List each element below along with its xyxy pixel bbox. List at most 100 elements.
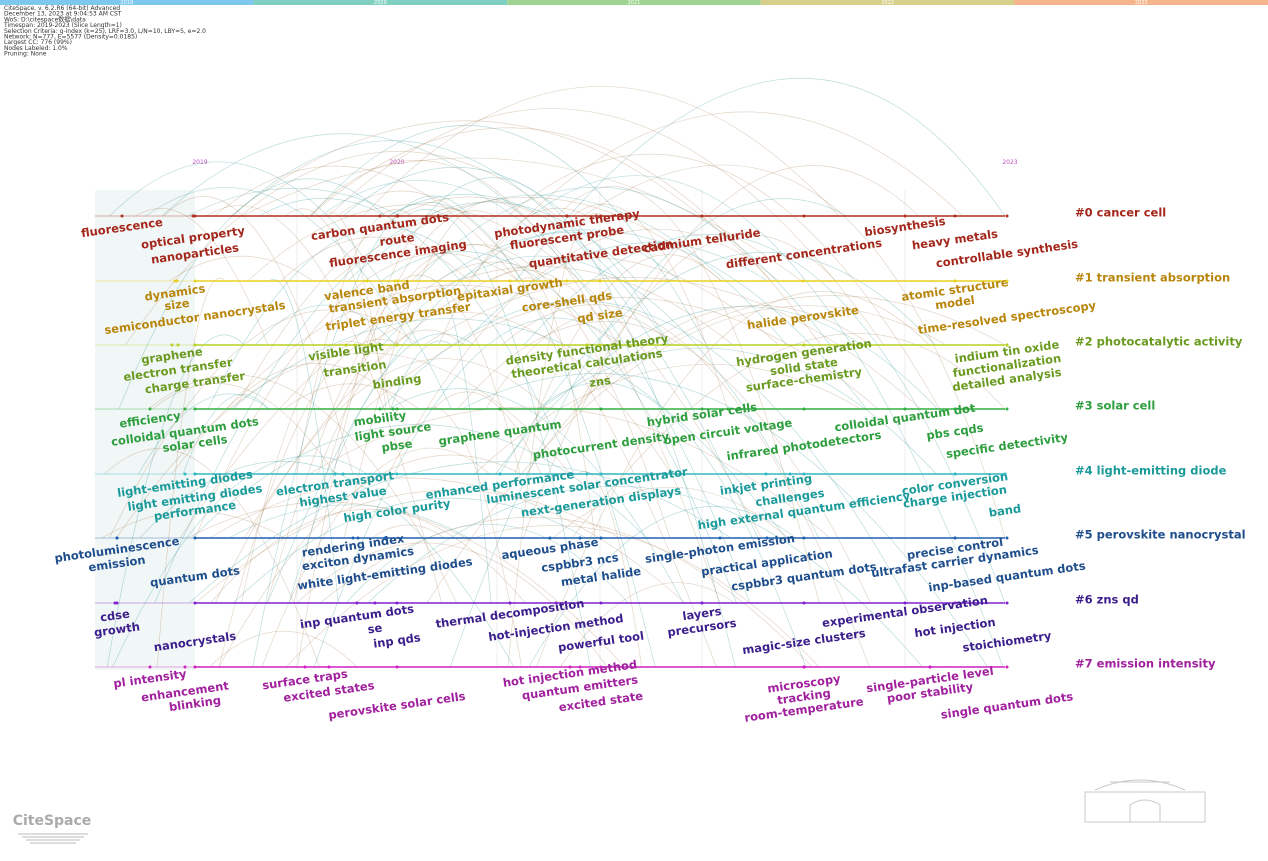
co-citation-arc: [364, 297, 879, 410]
logo: CiteSpace: [13, 813, 92, 829]
keyword-node: [953, 536, 957, 540]
keyword-node: [193, 343, 197, 347]
co-citation-arc: [106, 334, 245, 668]
co-citation-arc: [490, 269, 619, 346]
co-citation-arc: [154, 201, 638, 604]
keyword-node: [953, 214, 957, 218]
co-citation-arc: [423, 277, 921, 410]
co-citation-arc: [507, 153, 940, 410]
keyword-node: [395, 665, 399, 669]
co-citation-arc: [367, 485, 923, 668]
cluster-label: #7 emission intensity: [1075, 657, 1216, 671]
header-line: Pruning: None: [4, 51, 47, 58]
keyword-label: photocurrent density: [532, 429, 671, 462]
cluster-label: #2 photocatalytic activity: [1075, 335, 1243, 349]
timebar-segment: [253, 0, 508, 5]
co-citation-arc: [426, 305, 947, 604]
co-citation-arc: [280, 236, 470, 282]
co-citation-arc: [152, 383, 336, 475]
co-citation-arc: [485, 312, 674, 410]
header-line: Selection Criteria: g-index (k=25), LRF=…: [4, 28, 206, 35]
keyword-node: [395, 407, 399, 411]
keyword-label: pbse: [381, 436, 414, 454]
co-citation-arc: [425, 177, 736, 668]
keyword-node: [170, 343, 174, 347]
keyword-label: zns: [588, 373, 612, 390]
keyword-node: [353, 343, 357, 347]
keyword-node: [373, 601, 377, 605]
co-citation-arc: [214, 165, 717, 668]
timebar-segment: [507, 0, 761, 5]
co-citation-arc: [104, 448, 320, 668]
keyword-node: [365, 279, 369, 283]
co-citation-arc: [460, 242, 768, 346]
keyword-node: [1005, 279, 1009, 283]
co-citation-arc: [372, 524, 445, 539]
keyword-node: [115, 536, 119, 540]
keyword-label: pbs cqds: [926, 421, 985, 443]
co-citation-arc: [218, 454, 521, 668]
co-citation-arc: [161, 133, 585, 282]
co-citation-arc: [241, 340, 364, 604]
co-citation-arc: [163, 196, 354, 475]
co-citation-arc: [135, 208, 269, 346]
keyword-node: [396, 214, 400, 218]
co-citation-arc: [293, 210, 496, 604]
co-citation-arc: [296, 209, 412, 475]
co-citation-arc: [112, 455, 368, 668]
keyword-node: [395, 343, 399, 347]
keyword-node: [1005, 601, 1009, 605]
co-citation-arc: [209, 477, 686, 604]
keyword-node: [903, 601, 907, 605]
co-citation-arc: [438, 207, 588, 346]
co-citation-arc: [313, 317, 623, 668]
co-citation-arc: [226, 363, 406, 410]
co-citation-arc: [283, 383, 419, 410]
co-citation-arc: [252, 195, 471, 668]
co-citation-arc: [337, 190, 524, 282]
keyword-node: [395, 601, 399, 605]
keyword-node: [903, 214, 907, 218]
co-citation-arc: [572, 203, 728, 410]
co-citation-arc: [182, 393, 269, 475]
keyword-node: [395, 472, 399, 476]
keyword-node: [303, 665, 307, 669]
keyword-node: [953, 601, 957, 605]
co-citation-arc: [288, 333, 475, 604]
keyword-node: [599, 665, 603, 669]
co-citation-arc: [232, 497, 587, 604]
co-citation-arc: [415, 186, 831, 346]
co-citation-arc: [467, 111, 963, 282]
cluster-label: #3 solar cell: [1075, 399, 1155, 413]
keyword-node: [183, 407, 187, 411]
keyword-node: [599, 536, 603, 540]
keyword-node: [953, 472, 957, 476]
co-citation-arc: [411, 243, 671, 539]
keyword-node: [193, 536, 197, 540]
keyword-node: [396, 279, 400, 283]
co-citation-arc: [387, 228, 779, 475]
timebar-year: 2023: [1135, 0, 1148, 6]
co-citation-arc: [242, 157, 802, 282]
co-citation-arc: [215, 358, 548, 604]
co-citation-arc: [474, 363, 862, 475]
keyword-node: [378, 407, 382, 411]
keyword-label: inp qds: [372, 630, 421, 651]
co-citation-arc: [285, 525, 820, 668]
keyword-label: stoichiometry: [962, 628, 1053, 654]
keyword-node: [355, 601, 359, 605]
keyword-label: route: [379, 230, 416, 249]
keyword-label: hot injection: [913, 615, 996, 640]
keyword-node: [351, 536, 355, 540]
keyword-node: [802, 343, 806, 347]
cluster-label: #1 transient absorption: [1075, 271, 1230, 285]
co-citation-arc: [125, 151, 557, 346]
keyword-node: [700, 214, 704, 218]
co-citation-arc: [537, 382, 807, 668]
co-citation-arc: [367, 311, 672, 475]
co-citation-arc: [382, 255, 819, 539]
year-marker: 2019: [192, 159, 207, 166]
keyword-node: [565, 279, 569, 283]
keyword-node: [183, 472, 187, 476]
